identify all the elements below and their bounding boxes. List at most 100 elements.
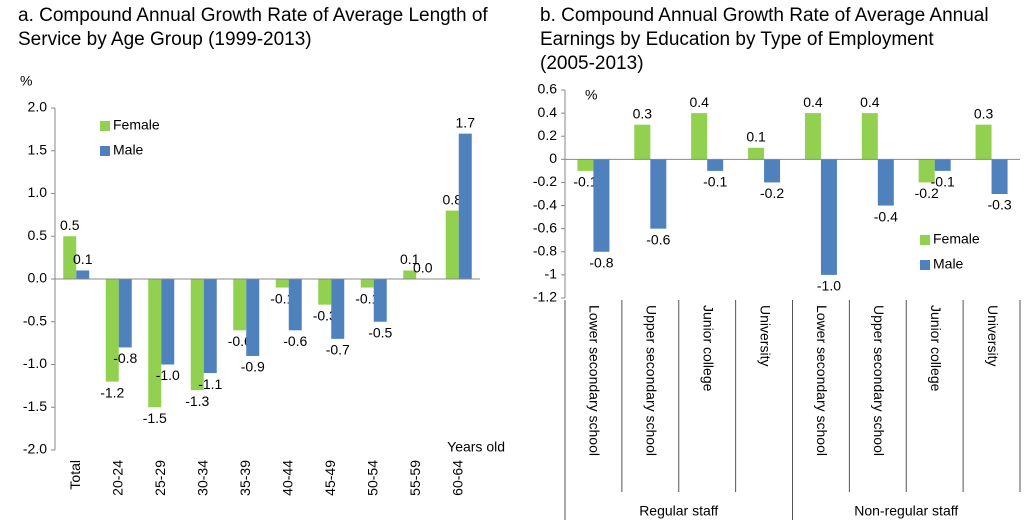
value-label: 0.0 <box>413 260 433 276</box>
bar <box>445 210 459 279</box>
value-label: 1.7 <box>456 114 476 130</box>
x-tick-label: Lower secondary school <box>814 305 830 456</box>
value-label: -0.8 <box>589 254 613 270</box>
bar <box>748 147 765 160</box>
x-tick-label: 40-44 <box>279 460 295 496</box>
y-tick-label: 0 <box>549 150 557 166</box>
value-label: -0.1 <box>573 174 597 190</box>
y-tick-label: -1.5 <box>23 398 47 414</box>
bar <box>318 279 332 305</box>
bar <box>161 279 175 365</box>
value-label: -0.9 <box>241 359 265 375</box>
bar <box>691 113 708 160</box>
bar <box>63 236 77 279</box>
value-label: 0.8 <box>443 191 463 207</box>
x-tick-label: 60-64 <box>449 460 465 496</box>
chart-title: b. Compound Annual Growth Rate of Averag… <box>540 5 989 74</box>
x-tick-label: Junior college <box>700 305 716 392</box>
group-label: Non-regular staff <box>854 503 958 519</box>
value-label: -0.2 <box>760 185 784 201</box>
x-tick-label: 35-39 <box>237 460 253 496</box>
bar <box>593 159 610 252</box>
y-axis-label: % <box>20 73 32 89</box>
value-label: 0.4 <box>860 94 880 110</box>
x-tick-label: Junior college <box>928 305 944 392</box>
value-label: 0.3 <box>974 105 994 121</box>
value-label: -1.5 <box>143 410 167 426</box>
value-label: -0.6 <box>646 231 670 247</box>
value-label: -0.7 <box>326 342 350 358</box>
value-label: -0.5 <box>368 324 392 340</box>
bar <box>373 279 387 322</box>
x-tick-label: Total <box>67 460 83 490</box>
value-label: -0.3 <box>313 307 337 323</box>
x-tick-label: 45-49 <box>322 460 338 496</box>
value-label: -0.1 <box>931 174 955 190</box>
y-tick-label: 0.5 <box>28 227 48 243</box>
bar <box>148 279 162 408</box>
y-tick-label: 0.6 <box>538 81 558 97</box>
value-label: -0.1 <box>355 290 379 306</box>
value-label: 0.3 <box>633 105 653 121</box>
y-tick-label: -1.2 <box>533 289 557 305</box>
value-label: 0.1 <box>400 251 420 267</box>
value-label: -1.3 <box>185 393 209 409</box>
value-label: -1.2 <box>100 384 124 400</box>
value-label: -1.0 <box>817 278 841 294</box>
value-label: -0.6 <box>283 333 307 349</box>
x-tick-label: 25-29 <box>152 460 168 496</box>
y-tick-label: -0.8 <box>533 242 557 258</box>
y-tick-label: 2.0 <box>28 99 48 115</box>
value-label: -1.0 <box>156 367 180 383</box>
x-tick-label: Upper secondary school <box>644 305 660 456</box>
y-tick-label: -1 <box>545 266 558 282</box>
value-label: -0.6 <box>228 333 252 349</box>
y-tick-label: 1.0 <box>28 184 48 200</box>
bar <box>975 124 992 160</box>
value-label: -0.1 <box>703 174 727 190</box>
y-tick-label: 0.4 <box>538 104 558 120</box>
bar <box>458 133 472 279</box>
y-tick-label: 0.2 <box>538 127 558 143</box>
x-tick-label: 20-24 <box>109 460 125 496</box>
x-tick-label: Upper secondary school <box>871 305 887 456</box>
bar <box>403 270 417 279</box>
value-label: -0.8 <box>113 350 137 366</box>
bar <box>288 279 302 331</box>
y-tick-label: 1.5 <box>28 141 48 157</box>
value-label: 0.1 <box>746 128 766 144</box>
x-tick-label: 30-34 <box>194 460 210 496</box>
bar <box>934 159 951 171</box>
x-tick-label: University <box>757 305 773 366</box>
x-tick-label: Lower secondary school <box>587 305 603 456</box>
bar <box>650 159 667 229</box>
value-label: -1.1 <box>198 376 222 392</box>
legend-swatch <box>100 146 110 156</box>
y-tick-label: 0.0 <box>28 270 48 286</box>
bar <box>764 159 781 183</box>
value-label: 0.5 <box>60 217 80 233</box>
legend-label: Female <box>113 117 160 133</box>
y-tick-label: -2.0 <box>23 441 47 457</box>
bar <box>246 279 260 356</box>
legend-swatch <box>100 121 110 131</box>
value-label: -0.1 <box>270 290 294 306</box>
bar <box>918 159 935 183</box>
bar <box>360 279 374 288</box>
bar <box>118 279 132 348</box>
bar <box>707 159 724 171</box>
legend-label: Male <box>113 142 144 158</box>
bar <box>275 279 289 288</box>
value-label: 0.1 <box>73 251 93 267</box>
title-box: a. Compound Annual Growth Rate of Averag… <box>18 5 488 50</box>
bar <box>190 279 204 391</box>
legend-swatch <box>920 235 930 245</box>
x-tick-label: University <box>985 305 1001 366</box>
chart-title: a. Compound Annual Growth Rate of Averag… <box>18 5 488 50</box>
value-label: -0.3 <box>988 197 1012 213</box>
bar <box>331 279 345 339</box>
group-label: Regular staff <box>639 503 718 519</box>
bar <box>203 279 217 374</box>
value-label: -0.4 <box>874 208 898 224</box>
